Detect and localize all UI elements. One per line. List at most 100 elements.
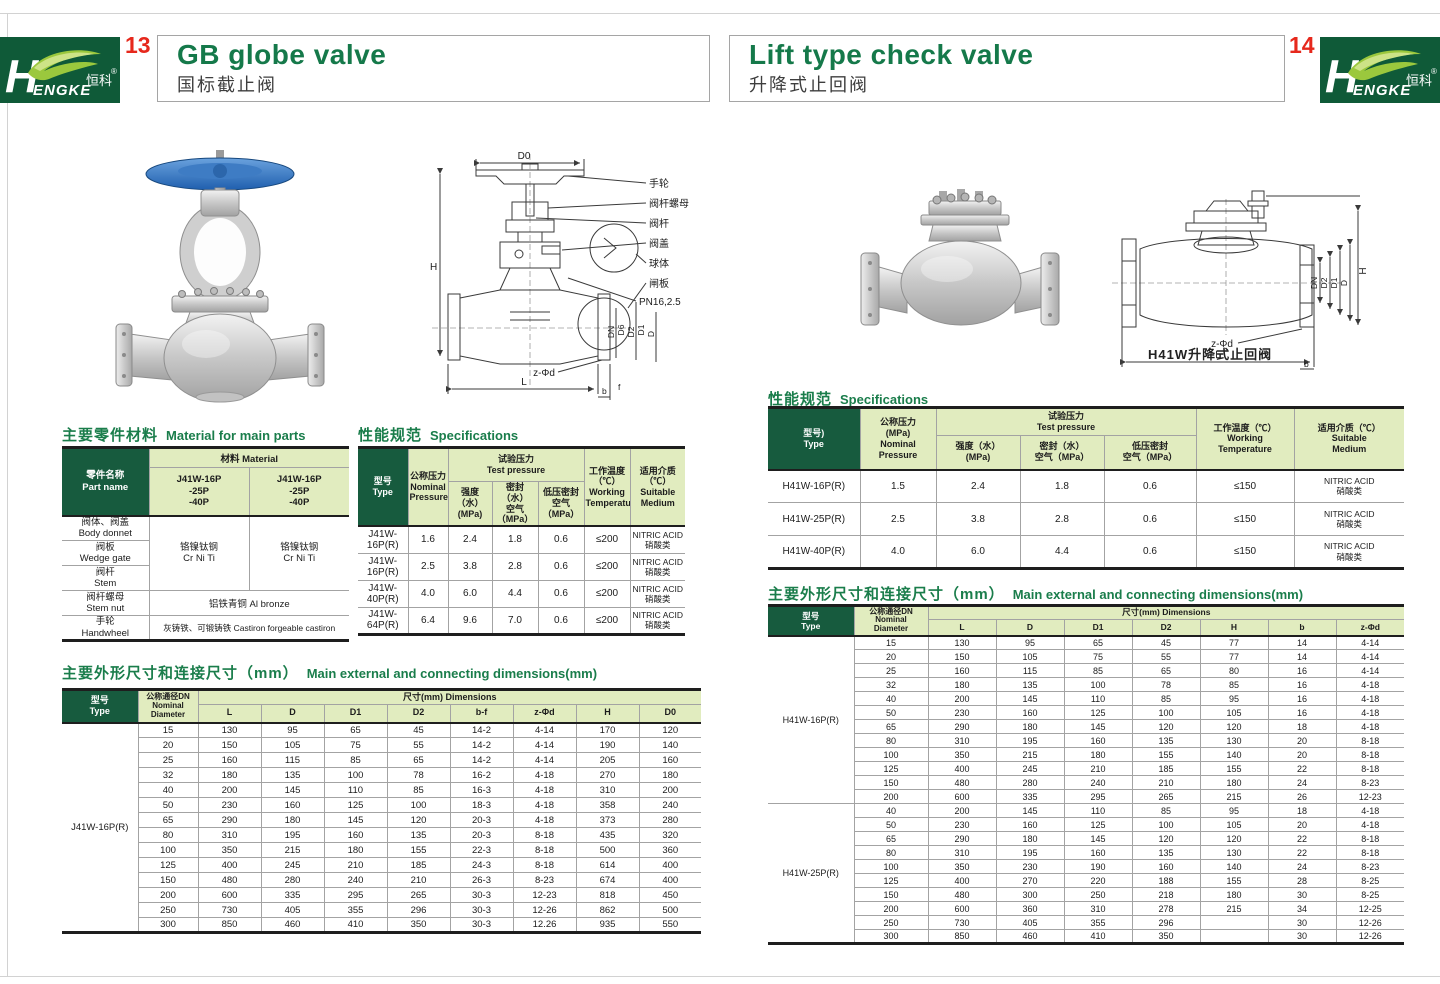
callout-gate: 闸板 <box>649 277 669 290</box>
value-cell: 0.6 <box>537 525 585 554</box>
value-cell: ≤200 <box>583 606 631 635</box>
value-cell: 30-3 <box>449 902 514 918</box>
value-cell: 130 <box>1199 845 1269 860</box>
title-en-right: Lift type check valve <box>749 39 1034 71</box>
value-cell: 160 <box>323 827 388 843</box>
value-cell: 180 <box>995 719 1065 734</box>
value-cell: 30 <box>1267 915 1337 930</box>
suitable-medium-header: 适用介质 （℃） Suitable Medium <box>629 447 685 527</box>
value-cell: 150 <box>854 887 929 902</box>
callout-bonnet: 阀盖 <box>649 237 669 250</box>
table-row: 65 290 180 145 120 120 22 8-18 <box>768 831 1405 846</box>
value-cell: 12-26 <box>512 902 577 918</box>
value-cell: 16 <box>1267 705 1337 720</box>
value-cell: 95 <box>1199 803 1269 818</box>
part-name-cell: 阀杆 Stem <box>62 565 149 591</box>
value-cell: 135 <box>260 767 325 783</box>
value-cell: 4-14 <box>1335 663 1405 678</box>
table-row: 阀杆 Stem <box>62 565 349 591</box>
value-cell: 195 <box>260 827 325 843</box>
value-cell: 230 <box>995 859 1065 874</box>
value-cell: 480 <box>927 887 997 902</box>
value-cell: 12-23 <box>512 887 577 903</box>
dimensions-table-right-body: H41W-16P(R) 15 130 95 65 45 77 14 4-14 20 150 105 75… <box>768 635 1405 944</box>
col-header-zphid: z-Φd <box>1335 619 1405 636</box>
value-cell: 0.6 <box>1103 469 1197 503</box>
col-header-D1: D1 <box>1063 619 1133 636</box>
value-cell: 14 <box>1267 649 1337 664</box>
dim-label-b: b <box>602 386 607 396</box>
value-cell: 195 <box>995 845 1065 860</box>
value-cell: 120 <box>1199 831 1269 846</box>
callout-stem-nut: 阀杆螺母 <box>649 197 689 210</box>
value-cell: 65 <box>386 752 451 768</box>
value-cell: 400 <box>927 761 997 776</box>
value-cell: ≤200 <box>583 579 631 608</box>
value-cell: 45 <box>386 722 451 738</box>
top-rule <box>0 13 1440 14</box>
table-row: 80 310 195 160 135 130 20 8-18 <box>768 733 1405 748</box>
value-cell: NITRIC ACID 硝酸类 <box>1293 502 1404 536</box>
value-cell: 50 <box>138 797 199 813</box>
value-cell: 30-3 <box>449 917 514 933</box>
value-cell: ≤150 <box>1195 535 1295 569</box>
dim-label-f: f <box>618 382 621 392</box>
table-row: 80 310 195 160 135 20-3 8-18 435 320 <box>62 827 702 843</box>
dim-label-h: H <box>1358 267 1369 274</box>
low-pressure-seal-header: 低压密封 空气（MPa） <box>1103 435 1196 470</box>
value-cell: 22 <box>1267 761 1337 776</box>
value-cell: 220 <box>1063 873 1133 888</box>
value-cell: 20-3 <box>449 812 514 828</box>
table-row: J41W-16P(R) 2.5 3.8 2.8 0.6 ≤200 NITRIC ACID 硝… <box>358 552 685 581</box>
value-cell: 55 <box>386 737 451 753</box>
material-cell: 铬镍钛钢 Cr Ni Ti <box>248 515 350 591</box>
value-cell: 4-18 <box>1335 803 1405 818</box>
value-cell: 0.6 <box>537 579 585 608</box>
value-cell: 120 <box>386 812 451 828</box>
value-cell: H41W-40P(R) <box>768 535 861 569</box>
col-header-bf: b-f <box>449 704 514 723</box>
dimensions-table-left-body: J41W-16P(R) 15 130 95 65 45 14-2 4-14 170 120 20 15… <box>62 722 702 933</box>
value-cell: 105 <box>995 649 1065 664</box>
model-col-1-header: J41W-16P -25P -40P <box>149 467 250 516</box>
value-cell: 355 <box>323 902 388 918</box>
value-cell: 200 <box>638 782 702 798</box>
value-cell: 110 <box>1063 691 1133 706</box>
table-row: 32 180 135 100 78 16-2 4-18 270 180 <box>62 767 702 783</box>
table-row: 50 230 160 125 100 105 20 4-18 <box>768 817 1405 832</box>
value-cell: 4-18 <box>1335 705 1405 720</box>
col-header-D0: D0 <box>638 704 702 723</box>
value-cell: 195 <box>995 733 1065 748</box>
table-row: 150 480 280 240 210 180 24 8-23 <box>768 775 1405 790</box>
value-cell: 1.8 <box>1019 469 1105 503</box>
value-cell: 160 <box>995 705 1065 720</box>
dim-label-dn: DN <box>606 326 616 338</box>
value-cell: 2.8 <box>491 552 539 581</box>
value-cell: 14 <box>1267 635 1337 650</box>
value-cell: 77 <box>1199 635 1269 650</box>
value-cell: 215 <box>995 747 1065 762</box>
check-valve-drawing: H DN D2 D1 D z-Φd L b <box>1112 190 1369 370</box>
col-header-L: L <box>198 704 262 723</box>
part-name-cell: 手轮 Handwheel <box>62 615 150 641</box>
value-cell: 200 <box>927 691 997 706</box>
value-cell: 355 <box>1063 915 1133 930</box>
value-cell: 278 <box>1131 901 1201 916</box>
value-cell: NITRIC ACID 硝酸类 <box>1293 535 1404 569</box>
table-row: 200 600 335 295 265 215 26 12-23 <box>768 789 1405 804</box>
nominal-diameter-header: 公称通径DN Nominal Diameter <box>853 605 929 636</box>
value-cell: 15 <box>853 635 929 650</box>
value-cell: 145 <box>323 812 388 828</box>
logo-reg-mark: ® <box>1431 67 1437 76</box>
table-row: 150 480 300 250 218 180 30 8-25 <box>768 887 1405 902</box>
value-cell: 480 <box>197 872 262 888</box>
value-cell: 290 <box>197 812 262 828</box>
value-cell: 400 <box>927 873 997 888</box>
callout-pn: PN16,2.5 <box>639 297 681 308</box>
value-cell: 80 <box>854 845 929 860</box>
value-cell: 1.8 <box>491 525 539 554</box>
value-cell: 130 <box>1199 733 1269 748</box>
table-row: 50 230 160 125 100 105 16 4-18 <box>768 705 1405 720</box>
value-cell: NITRIC ACID 硝酸类 <box>629 579 685 608</box>
table-row: H41W-16P(R) 15 130 95 65 45 77 14 4-14 <box>768 635 1405 804</box>
